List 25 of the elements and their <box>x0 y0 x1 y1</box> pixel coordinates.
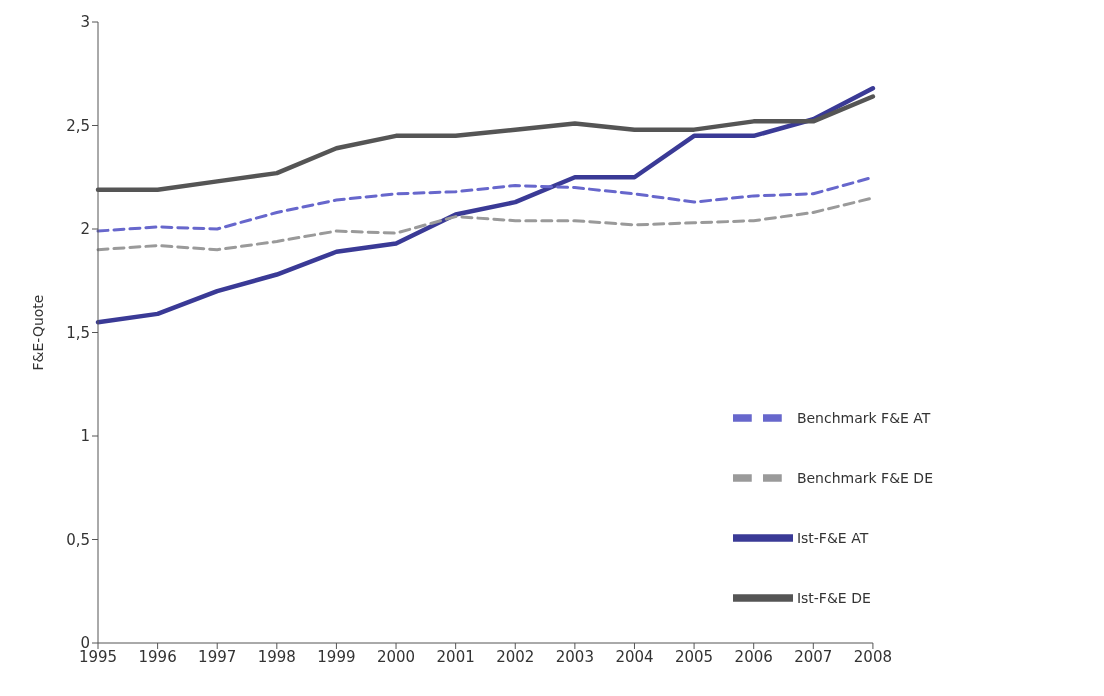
x-tick-label: 2007 <box>794 647 833 666</box>
y-tick-label: 0,5 <box>66 530 90 549</box>
x-tick-label: 2003 <box>555 647 594 666</box>
line-series <box>95 85 876 325</box>
y-tick-label: 2,5 <box>66 116 90 135</box>
x-tick-label: 2006 <box>734 647 773 666</box>
x-tick-label: 1997 <box>198 647 237 666</box>
legend-label: Ist-F&E AT <box>796 529 869 546</box>
legend-label: Ist-F&E DE <box>796 589 871 606</box>
x-tick-label: 2005 <box>674 647 714 666</box>
y-tick-label: 1,5 <box>66 323 90 342</box>
x-tick-label: 2000 <box>376 647 416 666</box>
x-tick-label: 1998 <box>257 647 296 666</box>
legend-label: Benchmark F&E AT <box>796 409 931 426</box>
y-tick-label: 3 <box>80 13 90 32</box>
x-tick-label: 1996 <box>138 647 177 666</box>
y-tick-label: 2 <box>80 220 90 239</box>
x-tick-label: 2008 <box>853 647 892 666</box>
y-axis-title: F&E-Quote <box>29 294 46 371</box>
x-tick-label: 2004 <box>615 647 654 666</box>
x-tick-label: 1999 <box>317 647 356 666</box>
legend-label: Benchmark F&E DE <box>796 469 933 486</box>
x-tick-label: 2001 <box>436 647 475 666</box>
x-tick-label: 2002 <box>496 647 535 666</box>
y-tick-label: 1 <box>80 427 90 446</box>
